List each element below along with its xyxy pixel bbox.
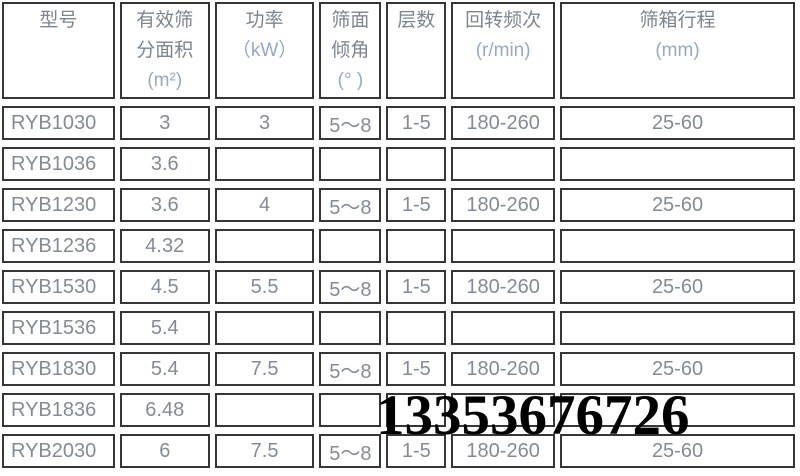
- cell-effective-area: 6.48: [119, 393, 210, 427]
- cell-layers: [386, 311, 447, 345]
- cell-rotation-frequency: 180-260: [451, 188, 556, 222]
- column-header-rotation-frequency: 回转频次 (r/min): [451, 2, 556, 99]
- cell-model: RYB1530: [2, 270, 115, 304]
- cell-rotation-frequency: [451, 147, 556, 181]
- cell-effective-area: 6: [119, 434, 210, 468]
- cell-screen-incline: [319, 147, 382, 181]
- header-label-line: 分面积: [136, 40, 194, 61]
- column-header-screen-box-stroke: 筛箱行程 (mm): [560, 2, 795, 99]
- table-row: RYB1236 4.32: [2, 229, 795, 263]
- cell-screen-box-stroke: 25-60: [560, 188, 795, 222]
- cell-screen-incline: 5～8: [319, 434, 382, 468]
- header-label-line: 层数: [397, 10, 436, 31]
- cell-power: 7.5: [214, 352, 315, 386]
- header-unit-line: (m²): [147, 70, 183, 91]
- cell-screen-box-stroke: 25-60: [560, 270, 795, 304]
- header-label-line: 筛箱行程: [639, 10, 716, 31]
- cell-layers: 1-5: [386, 434, 447, 468]
- cell-layers: 1-5: [386, 188, 447, 222]
- cell-rotation-frequency: [451, 393, 556, 427]
- column-header-effective-area: 有效筛分面积 (m²): [119, 2, 210, 99]
- cell-power: [214, 311, 315, 345]
- cell-power: 5.5: [214, 270, 315, 304]
- column-header-screen-incline: 筛面倾角 (° ): [319, 2, 382, 99]
- header-row: 型号 有效筛分面积 (m²) 功率 （kW） 筛面倾角 (° ) 层数 回转频次 (r/min) 筛…: [2, 2, 795, 99]
- table-row: RYB2030 6 7.5 5～8 1-5 180-260 25-60: [2, 434, 795, 468]
- cell-rotation-frequency: 180-260: [451, 352, 556, 386]
- header-label-line: 功率: [245, 10, 284, 31]
- cell-layers: 1-5: [386, 270, 447, 304]
- cell-layers: [386, 393, 447, 427]
- spec-table-body: RYB1030 3 3 5～8 1-5 180-260 25-60 RYB1036 3.6 RYB…: [2, 106, 795, 468]
- cell-layers: [386, 229, 447, 263]
- cell-power: [214, 229, 315, 263]
- column-header-model: 型号: [2, 2, 115, 99]
- cell-power: 3: [214, 106, 315, 140]
- cell-screen-incline: 5～8: [319, 188, 382, 222]
- cell-screen-incline: 5～8: [319, 106, 382, 140]
- header-unit-line: (° ): [337, 70, 364, 91]
- header-label-line: 回转频次: [465, 10, 542, 31]
- cell-layers: 1-5: [386, 352, 447, 386]
- cell-screen-incline: [319, 393, 382, 427]
- cell-screen-incline: 5～8: [319, 352, 382, 386]
- cell-model: RYB1830: [2, 352, 115, 386]
- table-row: RYB1030 3 3 5～8 1-5 180-260 25-60: [2, 106, 795, 140]
- header-label-line: 倾角: [331, 40, 370, 61]
- cell-screen-box-stroke: 25-60: [560, 434, 795, 468]
- table-row: RYB1830 5.4 7.5 5～8 1-5 180-260 25-60: [2, 352, 795, 386]
- table-row: RYB1230 3.6 4 5～8 1-5 180-260 25-60: [2, 188, 795, 222]
- cell-rotation-frequency: [451, 311, 556, 345]
- cell-power: 7.5: [214, 434, 315, 468]
- header-label-line: 筛面: [331, 10, 370, 31]
- cell-screen-box-stroke: 25-60: [560, 106, 795, 140]
- cell-screen-incline: [319, 229, 382, 263]
- cell-screen-box-stroke: 25-60: [560, 352, 795, 386]
- column-header-power: 功率 （kW）: [214, 2, 315, 99]
- cell-screen-incline: [319, 311, 382, 345]
- cell-model: RYB1036: [2, 147, 115, 181]
- cell-screen-box-stroke: [560, 147, 795, 181]
- cell-effective-area: 3: [119, 106, 210, 140]
- header-label-line: 有效筛: [136, 10, 194, 31]
- cell-layers: [386, 147, 447, 181]
- cell-model: RYB1030: [2, 106, 115, 140]
- cell-screen-box-stroke: [560, 229, 795, 263]
- cell-layers: 1-5: [386, 106, 447, 140]
- header-unit-line: （kW）: [231, 40, 298, 61]
- header-label-line: 型号: [39, 10, 78, 31]
- column-header-layers: 层数: [386, 2, 447, 99]
- cell-model: RYB1536: [2, 311, 115, 345]
- cell-power: 4: [214, 188, 315, 222]
- cell-rotation-frequency: 180-260: [451, 434, 556, 468]
- cell-screen-box-stroke: [560, 311, 795, 345]
- cell-model: RYB1236: [2, 229, 115, 263]
- cell-rotation-frequency: 180-260: [451, 270, 556, 304]
- cell-effective-area: 3.6: [119, 147, 210, 181]
- cell-effective-area: 4.32: [119, 229, 210, 263]
- cell-model: RYB1230: [2, 188, 115, 222]
- cell-effective-area: 3.6: [119, 188, 210, 222]
- header-unit-line: (mm): [655, 40, 700, 61]
- cell-effective-area: 5.4: [119, 352, 210, 386]
- cell-power: [214, 147, 315, 181]
- cell-rotation-frequency: 180-260: [451, 106, 556, 140]
- cell-screen-box-stroke: [560, 393, 795, 427]
- cell-power: [214, 393, 315, 427]
- table-row: RYB1536 5.4: [2, 311, 795, 345]
- header-unit-line: (r/min): [475, 40, 531, 61]
- cell-screen-incline: 5～8: [319, 270, 382, 304]
- table-row: RYB1836 6.48: [2, 393, 795, 427]
- cell-effective-area: 5.4: [119, 311, 210, 345]
- cell-model: RYB2030: [2, 434, 115, 468]
- spec-table-header: 型号 有效筛分面积 (m²) 功率 （kW） 筛面倾角 (° ) 层数 回转频次 (r/min) 筛…: [2, 2, 795, 99]
- table-row: RYB1036 3.6: [2, 147, 795, 181]
- cell-effective-area: 4.5: [119, 270, 210, 304]
- cell-rotation-frequency: [451, 229, 556, 263]
- table-row: RYB1530 4.5 5.5 5～8 1-5 180-260 25-60: [2, 270, 795, 304]
- cell-model: RYB1836: [2, 393, 115, 427]
